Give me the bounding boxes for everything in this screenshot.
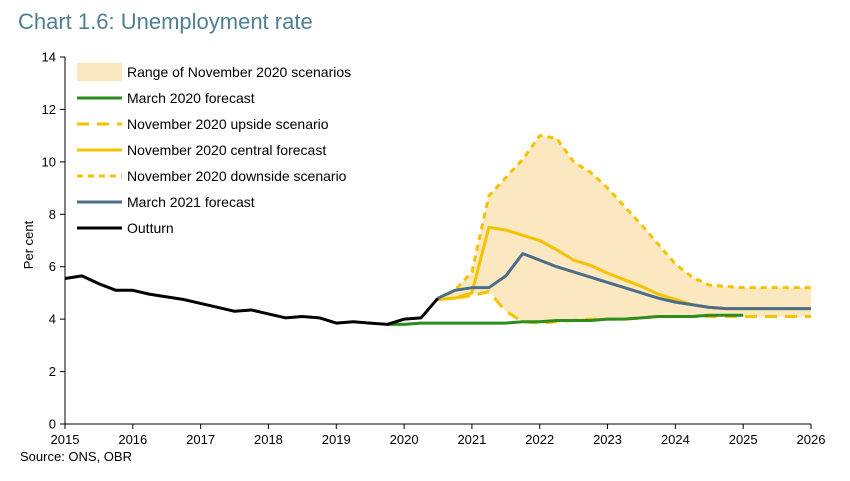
axes-layer: [64, 57, 811, 425]
legend-swatch-range: [77, 63, 122, 81]
y-tick-label: 10: [42, 154, 56, 169]
y-tick-label: 8: [49, 207, 56, 222]
series-line-november-2020-upside-scenario: [437, 290, 811, 325]
legend-label: March 2021 forecast: [127, 194, 255, 210]
y-tick-label: 4: [49, 312, 56, 327]
range-layer: [438, 135, 811, 324]
x-tick-label: 2022: [525, 432, 554, 447]
x-tick-label: 2017: [186, 432, 215, 447]
series-line-outturn: [64, 274, 440, 326]
x-tick-label: 2024: [661, 432, 690, 447]
legend-label: November 2020 central forecast: [127, 142, 326, 158]
y-ticks: 0 2 4 6 8 10 12 14: [42, 50, 65, 432]
legend-label: November 2020 upside scenario: [127, 116, 329, 132]
legend: Range of November 2020 scenarios March 20…: [77, 63, 351, 236]
legend-label: Range of November 2020 scenarios: [127, 64, 351, 80]
y-tick-label: 6: [49, 259, 56, 274]
legend-label: Outturn: [127, 220, 174, 236]
series-line-march-2020-forecast: [387, 313, 744, 326]
x-tick-label: 2026: [797, 432, 826, 447]
x-tick-label: 2020: [390, 432, 419, 447]
y-tick-label: 0: [49, 417, 56, 432]
x-tick-label: 2018: [254, 432, 283, 447]
x-tick-label: 2025: [729, 432, 758, 447]
x-ticks: 2015 2016 2017 2018 2019 2020 2021 2022 2023 2024…: [51, 424, 826, 447]
x-tick-label: 2015: [51, 432, 80, 447]
x-tick-label: 2019: [322, 432, 351, 447]
y-axis-label: Per cent: [21, 220, 36, 269]
y-tick-label: 12: [42, 102, 56, 117]
scenario-range-area: [438, 135, 811, 324]
series-line-march-2021-forecast: [437, 252, 811, 311]
chart-title: Chart 1.6: Unemployment rate: [18, 9, 313, 34]
y-tick-label: 14: [42, 50, 56, 65]
x-tick-label: 2016: [118, 432, 147, 447]
source-note: Source: ONS, OBR: [20, 449, 132, 464]
x-tick-label: 2021: [457, 432, 486, 447]
series-layer: [64, 134, 811, 326]
legend-label: March 2020 forecast: [127, 90, 255, 106]
legend-label: November 2020 downside scenario: [127, 168, 347, 184]
x-tick-label: 2023: [593, 432, 622, 447]
y-tick-label: 2: [49, 364, 56, 379]
